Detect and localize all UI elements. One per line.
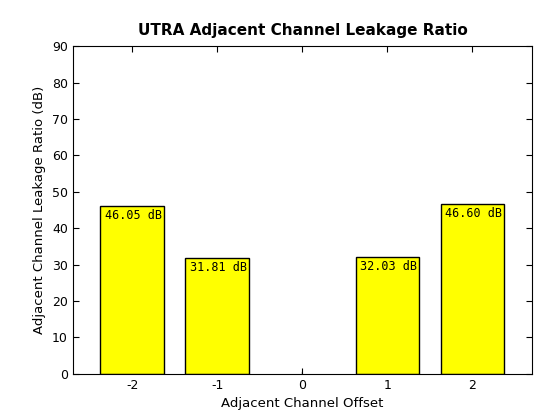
- Text: 46.60 dB: 46.60 dB: [445, 207, 502, 220]
- Y-axis label: Adjacent Channel Leakage Ratio (dB): Adjacent Channel Leakage Ratio (dB): [34, 86, 46, 334]
- Text: 31.81 dB: 31.81 dB: [190, 261, 247, 274]
- Bar: [185, 258, 249, 374]
- Title: UTRA Adjacent Channel Leakage Ratio: UTRA Adjacent Channel Leakage Ratio: [138, 23, 467, 38]
- Bar: [100, 206, 164, 374]
- X-axis label: Adjacent Channel Offset: Adjacent Channel Offset: [221, 397, 384, 410]
- Text: 46.05 dB: 46.05 dB: [105, 209, 162, 222]
- Bar: [356, 257, 419, 374]
- Bar: [441, 204, 505, 374]
- Text: 32.03 dB: 32.03 dB: [360, 260, 417, 273]
